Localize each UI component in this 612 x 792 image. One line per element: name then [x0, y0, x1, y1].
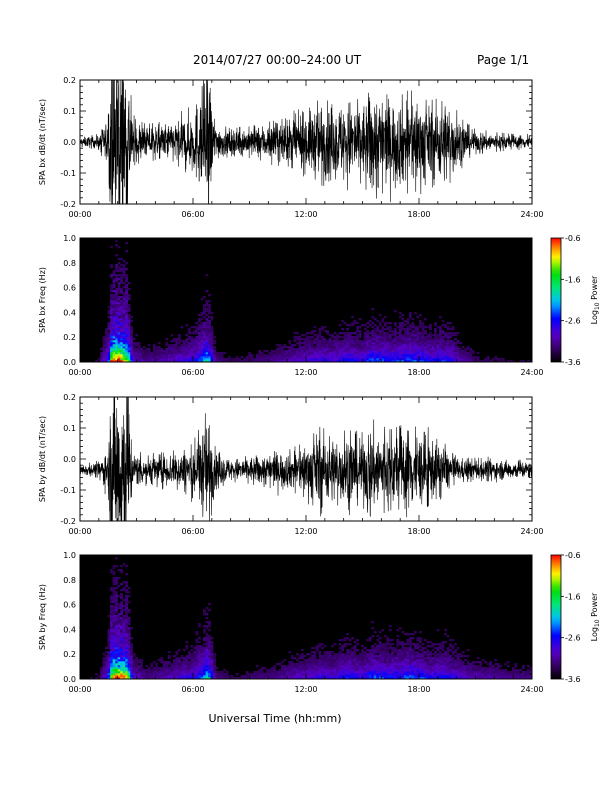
colorbar-tick-label: -3.6 [565, 358, 581, 367]
series-line-3 [80, 397, 532, 521]
y-tick-label: 0.1 [63, 424, 76, 433]
x-tick-label: 24:00 [520, 210, 543, 219]
colorbar-tick-label: -0.6 [565, 234, 581, 243]
y-tick-label: 0.8 [63, 259, 76, 268]
x-tick-label: 18:00 [407, 368, 430, 377]
y-tick-label: 0.0 [63, 455, 76, 464]
x-axis-title: Universal Time (hh:mm) [209, 712, 342, 725]
y-tick-label: -0.1 [60, 169, 76, 178]
y-tick-label: 0.4 [63, 625, 76, 634]
x-tick-label: 12:00 [294, 527, 317, 536]
y-axis-1: -0.2 -0.1 0.0 0.1 0.2 SPA bx dB/dt (nT/sec) [38, 76, 532, 209]
colorbar-tick-label: -1.6 [565, 592, 581, 601]
y-tick-label: 0.0 [63, 358, 76, 367]
y-tick-label: 0.4 [63, 308, 76, 317]
x-axis-4: 00:00 06:00 12:00 18:00 24:00 [68, 555, 544, 694]
y-tick-label: 0.0 [63, 138, 76, 147]
y-tick-label: -0.1 [60, 486, 76, 495]
page-indicator: Page 1/1 [477, 53, 530, 67]
x-tick-label: 12:00 [294, 368, 317, 377]
spectrogram-background [80, 555, 532, 679]
x-axis-2: 00:00 06:00 12:00 18:00 24:00 [68, 238, 544, 377]
colorbar-tick-label: -3.6 [565, 675, 581, 684]
y-tick-label: 1.0 [63, 551, 76, 560]
y-axis-3: -0.2 -0.1 0.0 0.1 0.2 SPA by dB/dt (nT/sec) [38, 393, 532, 526]
x-tick-label: 06:00 [181, 685, 204, 694]
y-axis-label: SPA bx Freq (Hz) [38, 267, 47, 333]
y-tick-label: 0.0 [63, 675, 76, 684]
colorbar-tick-label: -1.6 [565, 275, 581, 284]
colorbar-scale [550, 554, 562, 680]
x-tick-label: 00:00 [68, 685, 91, 694]
colorbar-label: Log10 Power [590, 592, 601, 641]
x-tick-label: 24:00 [520, 527, 543, 536]
y-axis-label: SPA bx dB/dt (nT/sec) [38, 99, 47, 185]
colorbar-4: -0.6 -1.6 -2.6 -3.6 Log10 Power [550, 551, 601, 684]
y-tick-label: 0.2 [63, 393, 76, 402]
series-line-1 [80, 80, 532, 204]
x-tick-label: 18:00 [407, 527, 430, 536]
y-axis-label: SPA by Freq (Hz) [38, 584, 47, 650]
y-tick-label: 0.6 [63, 601, 76, 610]
y-tick-label: -0.2 [60, 517, 76, 526]
colorbar-2: -0.6 -1.6 -2.6 -3.6 Log10 Power [550, 234, 601, 367]
colorbar-scale [550, 237, 562, 363]
y-tick-label: 0.8 [63, 576, 76, 585]
colorbar-tick-label: -2.6 [565, 317, 581, 326]
y-axis-label: SPA by dB/dt (nT/sec) [38, 416, 47, 502]
x-tick-label: 00:00 [68, 527, 91, 536]
x-tick-label: 24:00 [520, 368, 543, 377]
y-tick-label: 0.1 [63, 107, 76, 116]
spectrogram-4 [80, 555, 533, 680]
x-tick-label: 24:00 [520, 685, 543, 694]
x-tick-label: 00:00 [68, 368, 91, 377]
x-tick-label: 00:00 [68, 210, 91, 219]
colorbar-tick-label: -2.6 [565, 634, 581, 643]
y-axis-2: 0.0 0.2 0.4 0.6 0.8 1.0 SPA bx Freq (Hz) [38, 234, 532, 367]
y-axis-4: 0.0 0.2 0.4 0.6 0.8 1.0 SPA by Freq (Hz) [38, 551, 532, 684]
x-tick-label: 06:00 [181, 368, 204, 377]
y-tick-label: -0.2 [60, 200, 76, 209]
colorbar-tick-label: -0.6 [565, 551, 581, 560]
x-axis-1: 00:00 06:00 12:00 18:00 24:00 [68, 80, 544, 219]
x-axis-3: 00:00 06:00 12:00 18:00 24:00 [68, 397, 544, 536]
y-tick-label: 0.2 [63, 333, 76, 342]
colorbar-label: Log10 Power [590, 275, 601, 324]
x-tick-label: 12:00 [294, 210, 317, 219]
plot-title: 2014/07/27 00:00–24:00 UT [193, 53, 362, 67]
y-tick-label: 0.6 [63, 284, 76, 293]
x-tick-label: 12:00 [294, 685, 317, 694]
x-tick-label: 18:00 [407, 210, 430, 219]
x-tick-label: 18:00 [407, 685, 430, 694]
y-tick-label: 1.0 [63, 234, 76, 243]
spectrogram-2 [80, 238, 532, 363]
x-tick-label: 06:00 [181, 210, 204, 219]
y-tick-label: 0.2 [63, 76, 76, 85]
x-tick-label: 06:00 [181, 527, 204, 536]
y-tick-label: 0.2 [63, 650, 76, 659]
